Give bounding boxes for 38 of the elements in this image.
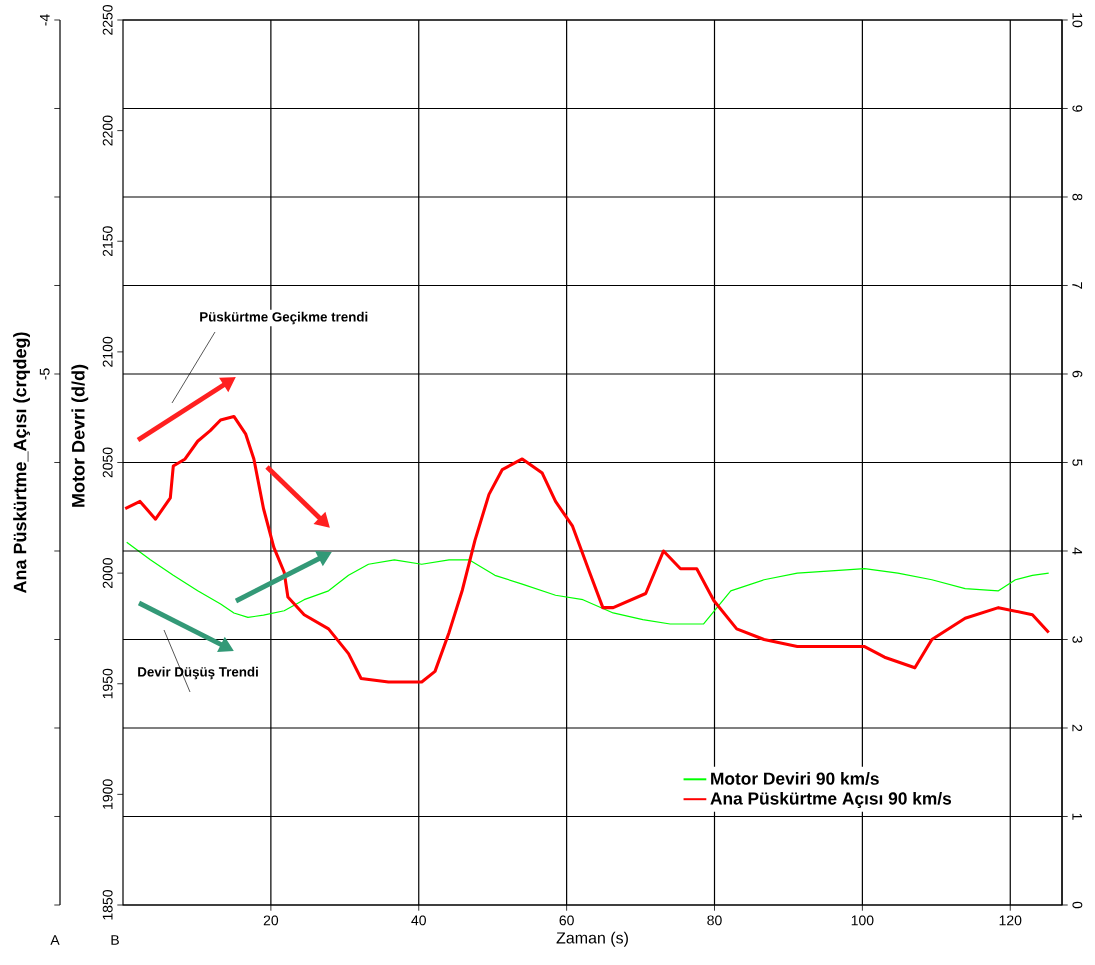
y2-tick-label: 7 xyxy=(1072,282,1083,289)
y2-tick-label: 8 xyxy=(1072,193,1083,201)
y3-tick-label: -5 xyxy=(39,368,50,380)
y2-tick-label: 3 xyxy=(1072,636,1083,643)
y-axis-title: Motor Devri (d/d) xyxy=(71,364,89,507)
y2-tick-label: 0 xyxy=(1072,901,1083,909)
y-tick-label: 2150 xyxy=(102,226,113,257)
y3-axis-title: Ana Püskürtme_Açısı (crqdeg) xyxy=(13,332,31,594)
annotation: Püskürtme Geçikme trendi xyxy=(200,311,368,325)
legend-label: Motor Deviri 90 km/s xyxy=(711,772,879,785)
x-tick-label: 40 xyxy=(411,915,426,926)
x-tick-label: 100 xyxy=(851,915,874,926)
y-tick-label: 2250 xyxy=(102,4,113,35)
y2-tick-label: 6 xyxy=(1072,370,1083,378)
y2-tick-label: 2 xyxy=(1072,724,1083,732)
x-tick-label: 120 xyxy=(999,915,1022,926)
y2-tick-label: 5 xyxy=(1072,459,1083,466)
y-tick-label: 2000 xyxy=(102,558,113,588)
y-tick-label: 1900 xyxy=(102,779,113,809)
y2-tick-label: 4 xyxy=(1072,547,1083,555)
text: A xyxy=(50,935,60,945)
x-tick-label: 60 xyxy=(559,915,574,926)
y-tick-label: 1950 xyxy=(102,668,113,699)
text: B xyxy=(111,935,119,945)
y-tick-label: 2100 xyxy=(102,336,113,367)
y2-tick-label: 1 xyxy=(1072,813,1083,820)
legend-label: Ana Püskürtme Açısı 90 km/s xyxy=(710,791,952,809)
y2-tick-label: 9 xyxy=(1072,105,1083,112)
y-tick-label: 2200 xyxy=(102,115,113,146)
x-axis-title: Zaman (s) xyxy=(556,931,628,947)
y-tick-label: 1850 xyxy=(102,889,113,920)
y-tick-label: 2050 xyxy=(102,447,113,478)
x-tick-label: 80 xyxy=(707,915,722,926)
x-tick-label: 20 xyxy=(263,915,279,926)
line-series xyxy=(126,541,1050,625)
annotation: Devir Düşüş Trendi xyxy=(138,666,258,680)
y3-tick-label: -4 xyxy=(39,14,50,26)
y2-tick-label: 10 xyxy=(1072,13,1083,28)
